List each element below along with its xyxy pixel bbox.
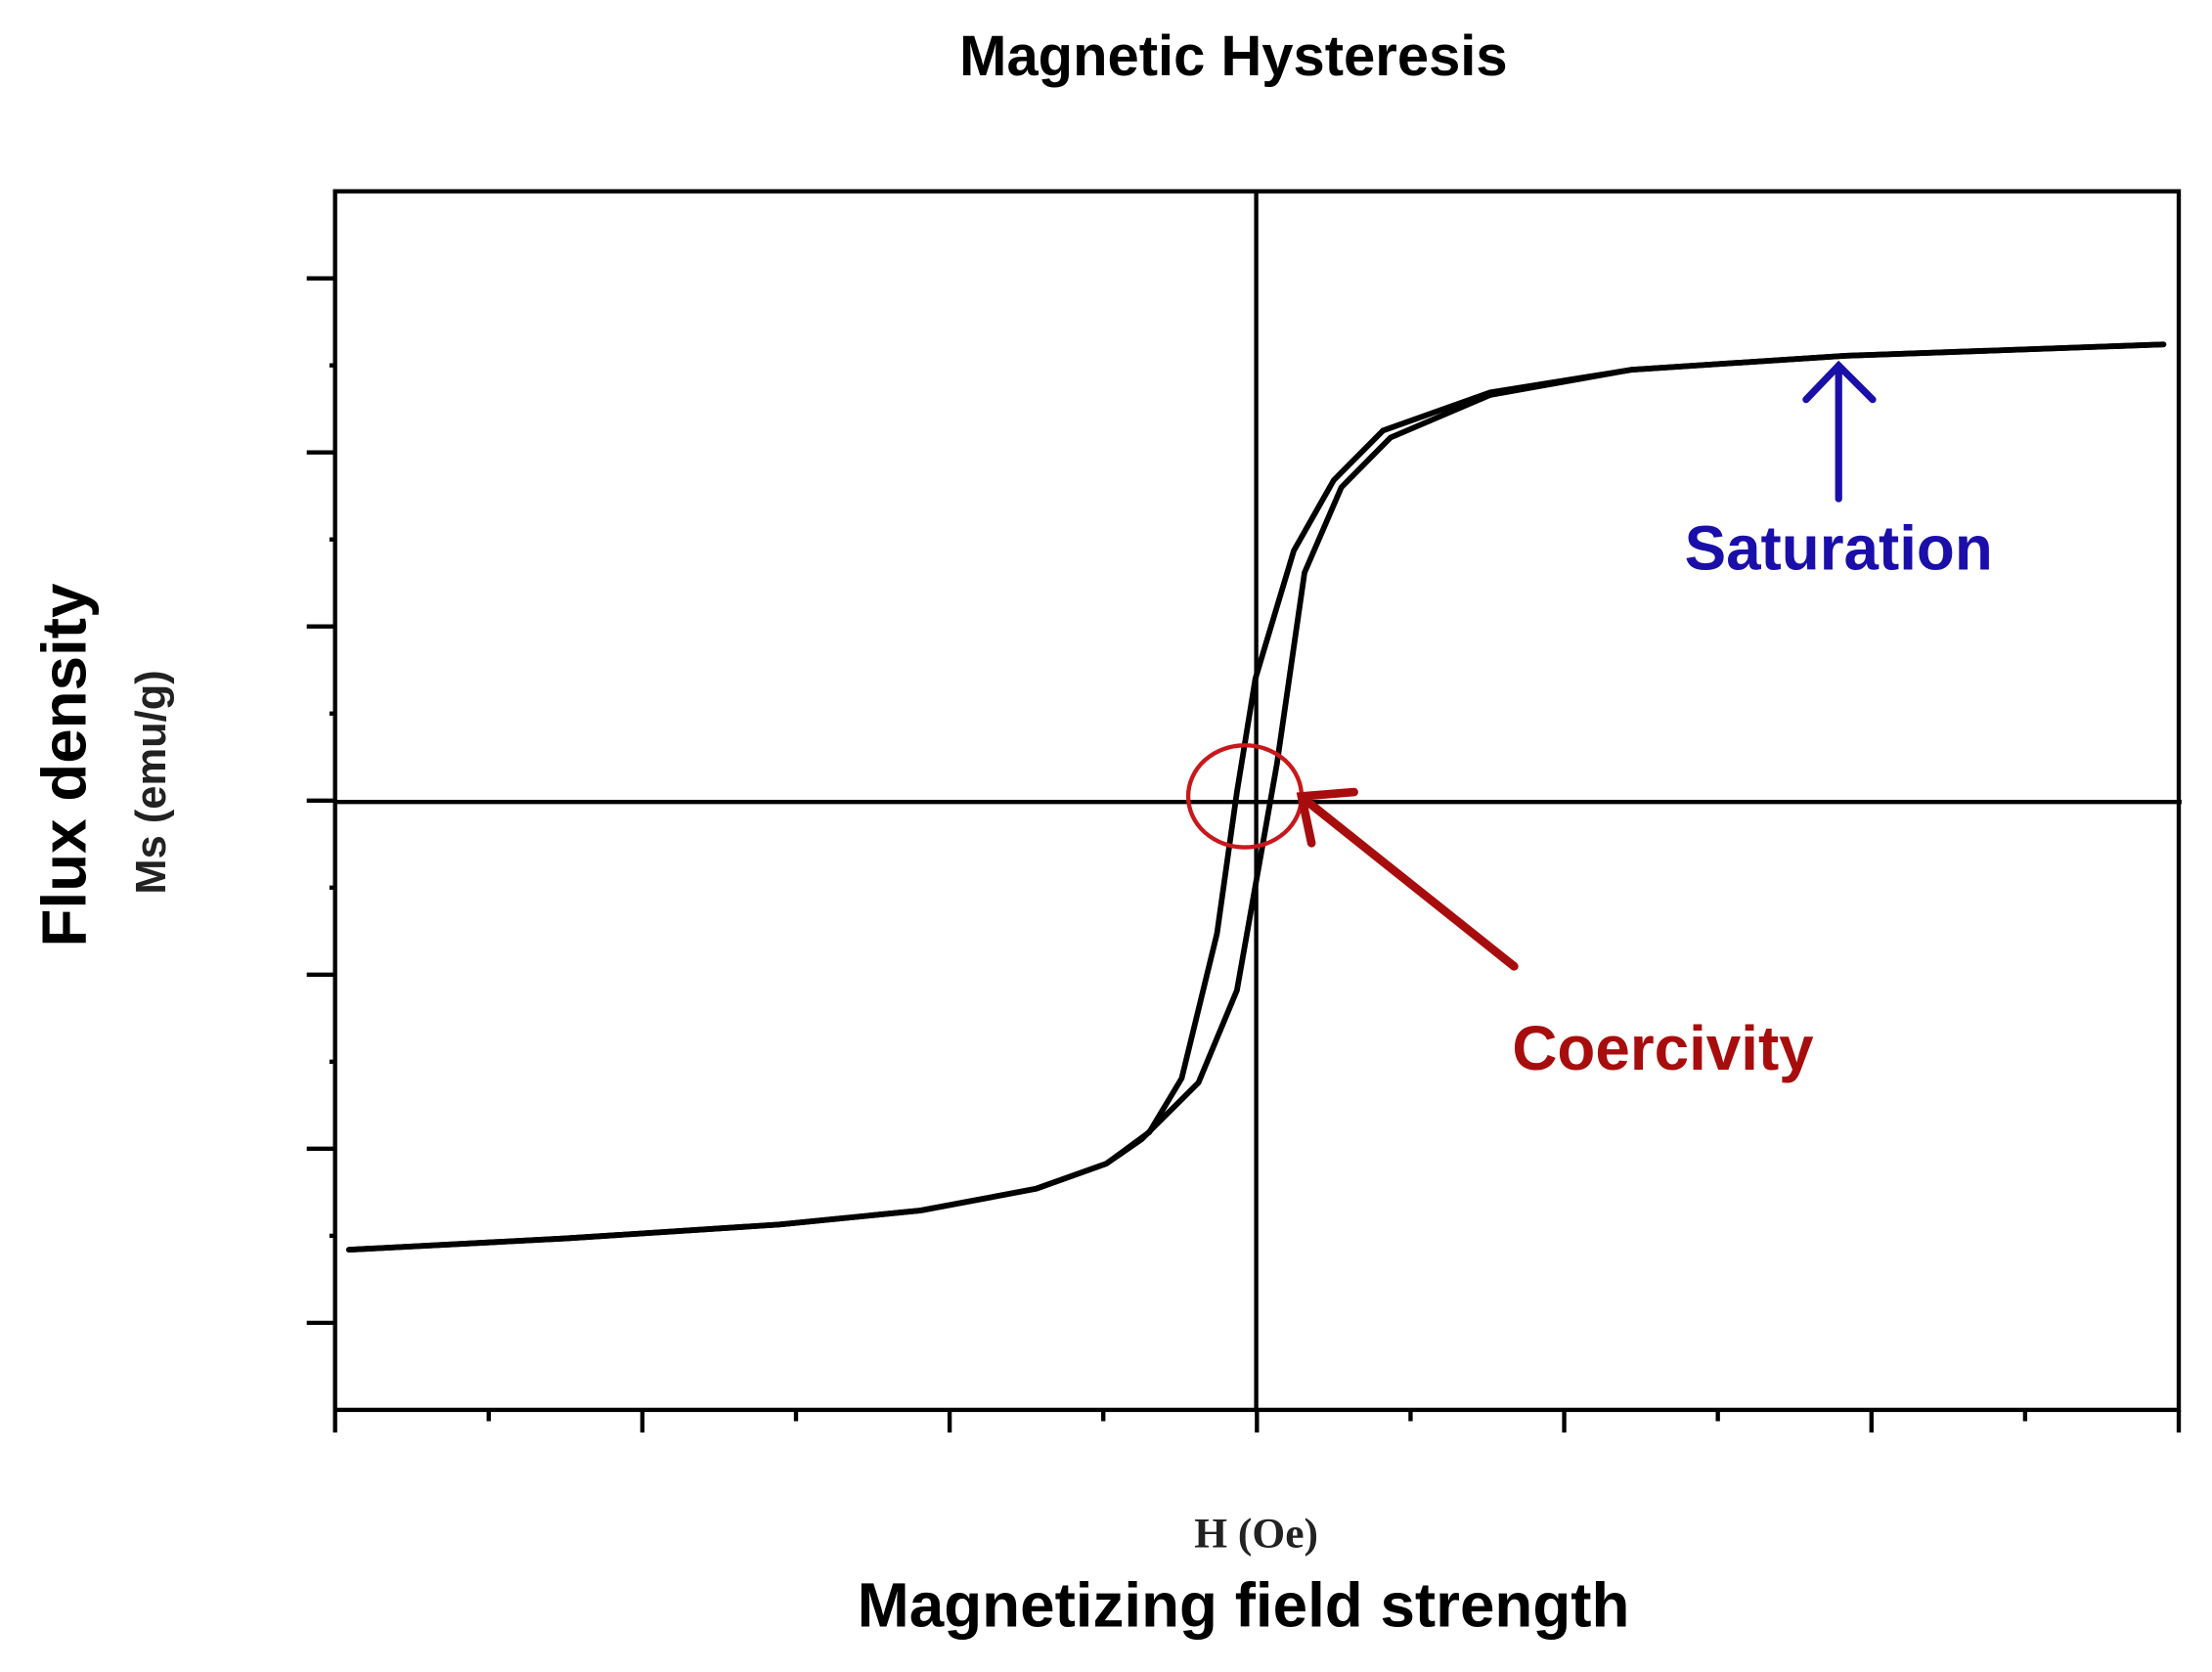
- chart-title: Magnetic Hysteresis: [959, 25, 1507, 88]
- coercivity-label: Coercivity: [1512, 1013, 1814, 1083]
- series-group: [345, 341, 2167, 1254]
- axis-ticks: [306, 276, 2182, 1433]
- saturation-arrow: [1802, 360, 1877, 503]
- y-axis-label: Flux density: [29, 583, 100, 946]
- x-axis-label: H (Oe): [1194, 1510, 1318, 1557]
- y-axis-units: Ms (emu/g): [128, 670, 175, 894]
- series-line-descending: [345, 341, 2167, 1254]
- saturation-label: Saturation: [1685, 513, 1993, 584]
- coercivity-arrow: [1296, 787, 1519, 971]
- x-axis-caption: Magnetizing field strength: [858, 1570, 1630, 1641]
